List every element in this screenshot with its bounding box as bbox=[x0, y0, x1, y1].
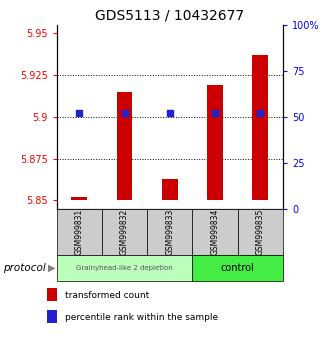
Bar bbox=[252, 55, 268, 200]
Bar bbox=[71, 197, 87, 200]
Text: GSM999832: GSM999832 bbox=[120, 209, 129, 255]
Bar bbox=[47, 288, 58, 301]
Point bbox=[167, 110, 172, 116]
Bar bbox=[57, 255, 192, 281]
Point bbox=[258, 110, 263, 116]
Text: transformed count: transformed count bbox=[65, 291, 149, 300]
Text: Grainyhead-like 2 depletion: Grainyhead-like 2 depletion bbox=[76, 265, 173, 271]
Bar bbox=[147, 209, 192, 255]
Bar bbox=[47, 310, 58, 323]
Bar bbox=[102, 209, 147, 255]
Bar bbox=[162, 179, 178, 200]
Text: ▶: ▶ bbox=[48, 263, 56, 273]
Bar bbox=[117, 92, 133, 200]
Bar bbox=[238, 209, 283, 255]
Bar bbox=[207, 85, 223, 200]
Text: percentile rank within the sample: percentile rank within the sample bbox=[65, 313, 218, 322]
Text: GSM999834: GSM999834 bbox=[210, 209, 220, 255]
Point bbox=[122, 110, 127, 116]
Point bbox=[212, 110, 218, 116]
Point bbox=[77, 110, 82, 116]
Title: GDS5113 / 10432677: GDS5113 / 10432677 bbox=[95, 8, 244, 22]
Bar bbox=[192, 255, 283, 281]
Text: control: control bbox=[221, 263, 255, 273]
Text: GSM999833: GSM999833 bbox=[165, 209, 174, 255]
Bar bbox=[57, 209, 102, 255]
Text: GSM999831: GSM999831 bbox=[75, 209, 84, 255]
Text: GSM999835: GSM999835 bbox=[256, 209, 265, 255]
Bar bbox=[192, 209, 238, 255]
Text: protocol: protocol bbox=[3, 263, 46, 273]
